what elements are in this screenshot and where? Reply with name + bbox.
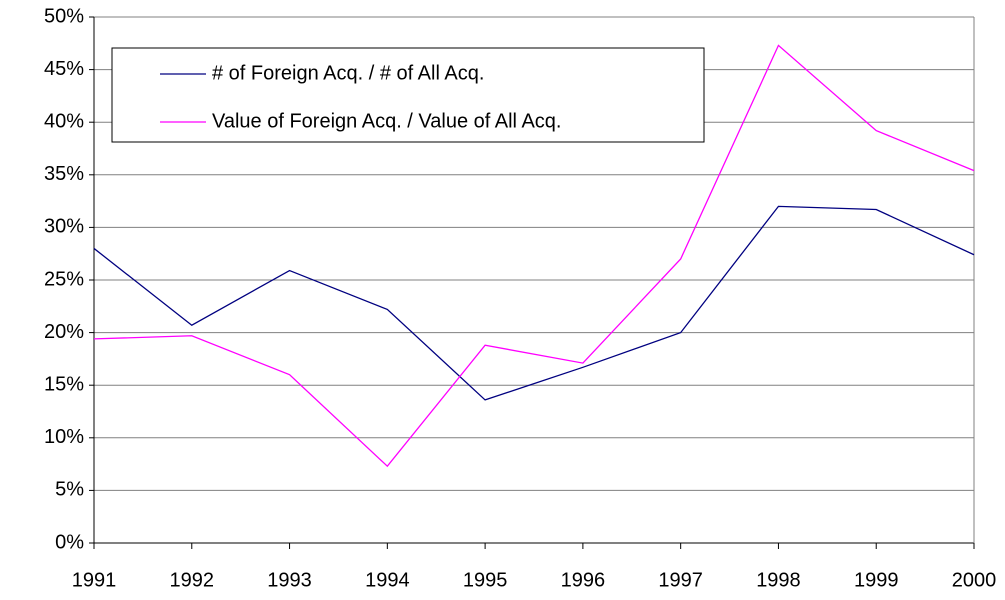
y-tick-label: 25% xyxy=(44,268,84,290)
x-tick-label: 1999 xyxy=(854,569,899,591)
series-line xyxy=(93,44,975,468)
x-tick-label: 1993 xyxy=(267,569,312,591)
x-tick-label: 1992 xyxy=(170,569,215,591)
y-tick-label: 45% xyxy=(44,58,84,80)
y-tick-label: 50% xyxy=(44,5,84,27)
x-tick-label: 2000 xyxy=(952,569,997,591)
y-tick-label: 30% xyxy=(44,216,84,238)
y-tick-label: 20% xyxy=(44,321,84,343)
legend-label: Value of Foreign Acq. / Value of All Acq… xyxy=(212,110,561,132)
legend-box xyxy=(111,47,705,143)
legend-label: # of Foreign Acq. / # of All Acq. xyxy=(212,62,484,84)
y-tick-label: 35% xyxy=(44,163,84,185)
y-tick-label: 5% xyxy=(55,479,84,501)
x-tick-label: 1995 xyxy=(463,569,508,591)
y-tick-label: 10% xyxy=(44,426,84,448)
x-tick-label: 1991 xyxy=(72,569,117,591)
x-tick-label: 1994 xyxy=(365,569,410,591)
x-tick-label: 1998 xyxy=(756,569,801,591)
x-tick-label: 1997 xyxy=(658,569,703,591)
y-tick-label: 15% xyxy=(44,373,84,395)
y-tick-label: 0% xyxy=(55,531,84,553)
series-line xyxy=(93,205,975,401)
x-tick-label: 1996 xyxy=(561,569,606,591)
y-tick-label: 40% xyxy=(44,110,84,132)
